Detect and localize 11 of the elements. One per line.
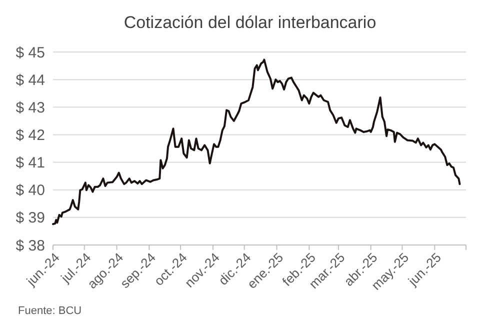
chart-title: Cotización del dólar interbancario xyxy=(124,13,376,32)
y-tick-label: $ 43 xyxy=(16,99,45,116)
y-tick-label: $ 42 xyxy=(16,126,45,144)
y-tick-label: $ 44 xyxy=(16,72,45,89)
y-tick-label: $ 41 xyxy=(16,154,45,172)
y-tick-label: $ 45 xyxy=(16,44,45,62)
y-tick-label: $ 39 xyxy=(16,210,45,227)
source-note: Fuente: BCU xyxy=(18,305,82,317)
line-series xyxy=(52,58,461,226)
y-tick-label: $ 38 xyxy=(16,237,45,254)
y-tick-label: $ 40 xyxy=(16,182,45,200)
